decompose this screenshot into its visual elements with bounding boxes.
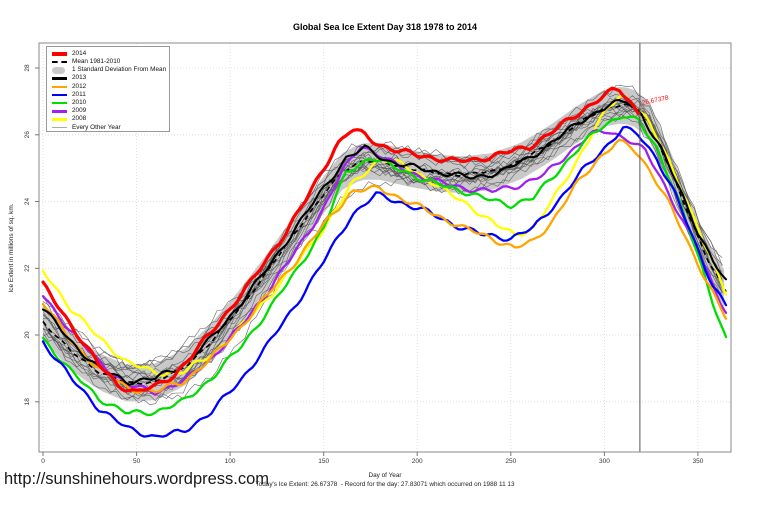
y-tick-label: 22 bbox=[24, 264, 31, 272]
x-tick-label: 0 bbox=[41, 458, 45, 465]
legend-item: 2011 bbox=[52, 91, 169, 99]
legend-swatch bbox=[52, 93, 67, 97]
y-tick-label: 26 bbox=[24, 131, 31, 139]
x-tick-label: 300 bbox=[599, 458, 610, 465]
legend-item: 2014 bbox=[52, 50, 169, 58]
y-tick-label: 24 bbox=[24, 198, 31, 206]
legend-swatch bbox=[52, 118, 67, 121]
legend-item-label: 2011 bbox=[72, 90, 86, 98]
x-tick-label: 200 bbox=[412, 458, 423, 465]
x-axis-label: Day of Year bbox=[368, 472, 402, 479]
legend-item: Every Other Year bbox=[52, 124, 169, 132]
legend-item: 2010 bbox=[52, 99, 169, 107]
legend-item: 2012 bbox=[52, 83, 169, 91]
today-extent-caption: Today's Ice Extent: 26.67378 - Record fo… bbox=[255, 481, 515, 488]
series-2009 bbox=[41, 129, 728, 396]
background-year-line bbox=[42, 94, 723, 381]
legend-item: 2009 bbox=[52, 107, 169, 115]
legend-item-label: Every Other Year bbox=[72, 123, 121, 131]
source-url: http://sunshinehours.wordpress.com bbox=[4, 470, 270, 488]
legend-item-label: 2012 bbox=[72, 82, 87, 90]
legend-item-label: 2014 bbox=[72, 49, 87, 57]
y-axis-label: Ice Extent in millions of sq. km. bbox=[8, 203, 15, 292]
series-2011 bbox=[41, 125, 728, 438]
legend-item: 2013 bbox=[52, 75, 169, 83]
legend-swatch bbox=[52, 52, 67, 56]
legend-box: 2014 Mean 1981-2010 1 Standard Deviation F… bbox=[46, 46, 170, 132]
legend-item-label: 2009 bbox=[72, 107, 87, 115]
series-2013 bbox=[41, 99, 728, 386]
x-tick-label: 250 bbox=[505, 458, 516, 465]
background-year-line bbox=[42, 91, 723, 402]
background-year-line bbox=[42, 100, 723, 381]
legend-swatch bbox=[52, 127, 67, 129]
series-2014 bbox=[41, 86, 640, 393]
background-year-line bbox=[42, 106, 723, 370]
y-tick-label: 18 bbox=[24, 398, 31, 406]
legend-swatch bbox=[52, 110, 67, 113]
legend-item-label: Mean 1981-2010 bbox=[72, 58, 121, 66]
x-tick-label: 150 bbox=[318, 458, 329, 465]
legend-swatch bbox=[52, 101, 67, 105]
stddev-band bbox=[43, 87, 725, 402]
y-tick-label: 20 bbox=[24, 331, 31, 339]
background-year-line bbox=[42, 97, 723, 389]
background-year-line bbox=[42, 108, 723, 386]
series-2012 bbox=[41, 138, 728, 394]
legend-swatch bbox=[52, 77, 67, 80]
y-tick-label: 28 bbox=[24, 64, 31, 72]
legend-item-label: 2008 bbox=[72, 115, 87, 123]
mean-line bbox=[42, 103, 727, 385]
x-tick-label: 100 bbox=[225, 458, 236, 465]
legend-swatch bbox=[52, 61, 67, 64]
legend-swatch bbox=[52, 85, 67, 89]
legend-item: Mean 1981-2010 bbox=[52, 58, 169, 66]
legend-item: 1 Standard Deviation From Mean bbox=[52, 66, 169, 74]
legend-item-label: 2013 bbox=[72, 74, 87, 82]
legend-item: 2008 bbox=[52, 115, 169, 124]
legend-swatch bbox=[52, 67, 65, 74]
legend-item-label: 1 Standard Deviation From Mean bbox=[72, 66, 167, 74]
x-tick-label: 50 bbox=[133, 458, 141, 465]
chart-title: Global Sea Ice Extent Day 318 1978 to 20… bbox=[292, 22, 478, 32]
x-tick-label: 350 bbox=[692, 458, 703, 465]
plot-box bbox=[38, 42, 732, 453]
legend-item-label: 2010 bbox=[72, 99, 87, 107]
